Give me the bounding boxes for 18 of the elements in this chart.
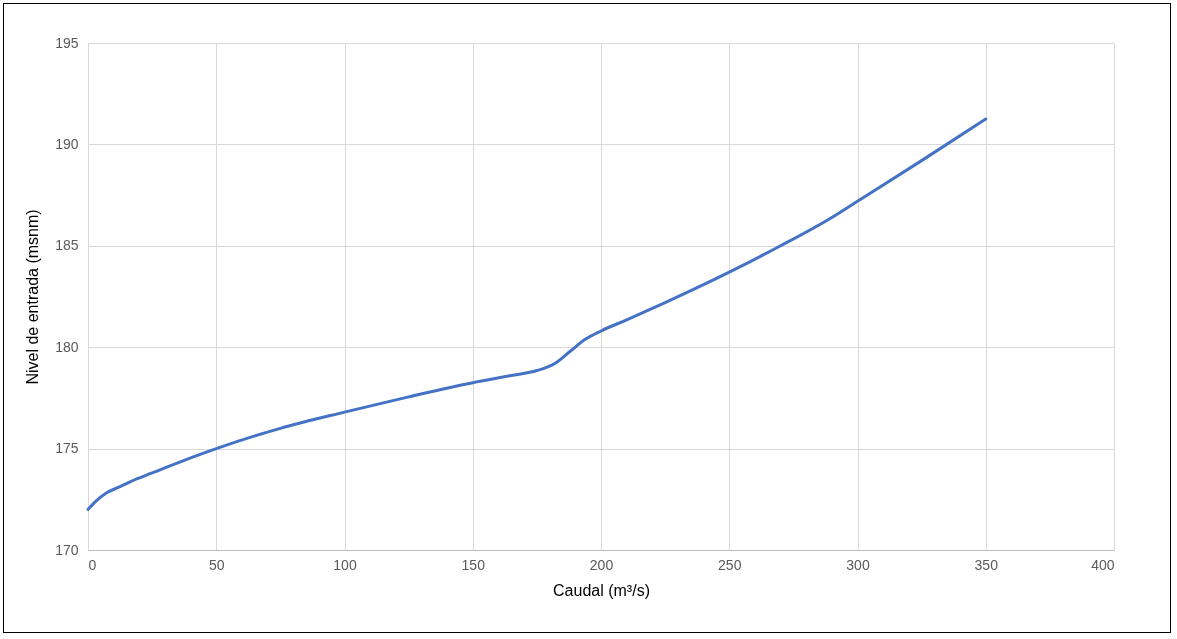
y-tick-label: 185	[55, 237, 79, 254]
y-tick-label: 195	[55, 34, 79, 51]
x-tick-label: 50	[208, 556, 225, 573]
y-tick-label: 170	[55, 541, 79, 558]
line-series	[86, 117, 988, 511]
x-tick-label: 300	[846, 556, 870, 573]
y-tick-label: 175	[55, 440, 79, 457]
x-tick-label: 400	[1091, 556, 1115, 573]
x-tick-label: 100	[333, 556, 357, 573]
x-tick-label: 350	[974, 556, 999, 573]
x-tick-label: 150	[461, 556, 486, 573]
y-tick-label: 190	[55, 135, 79, 152]
x-tick-label: 0	[88, 556, 97, 573]
y-tick-label: 180	[55, 338, 79, 355]
y-axis-title: Nivel de entrada (msnm)	[24, 209, 42, 385]
x-tick-label: 250	[718, 556, 742, 573]
x-tick-label: 200	[589, 556, 614, 573]
x-axis-title: Caudal (m³/s)	[553, 581, 650, 599]
